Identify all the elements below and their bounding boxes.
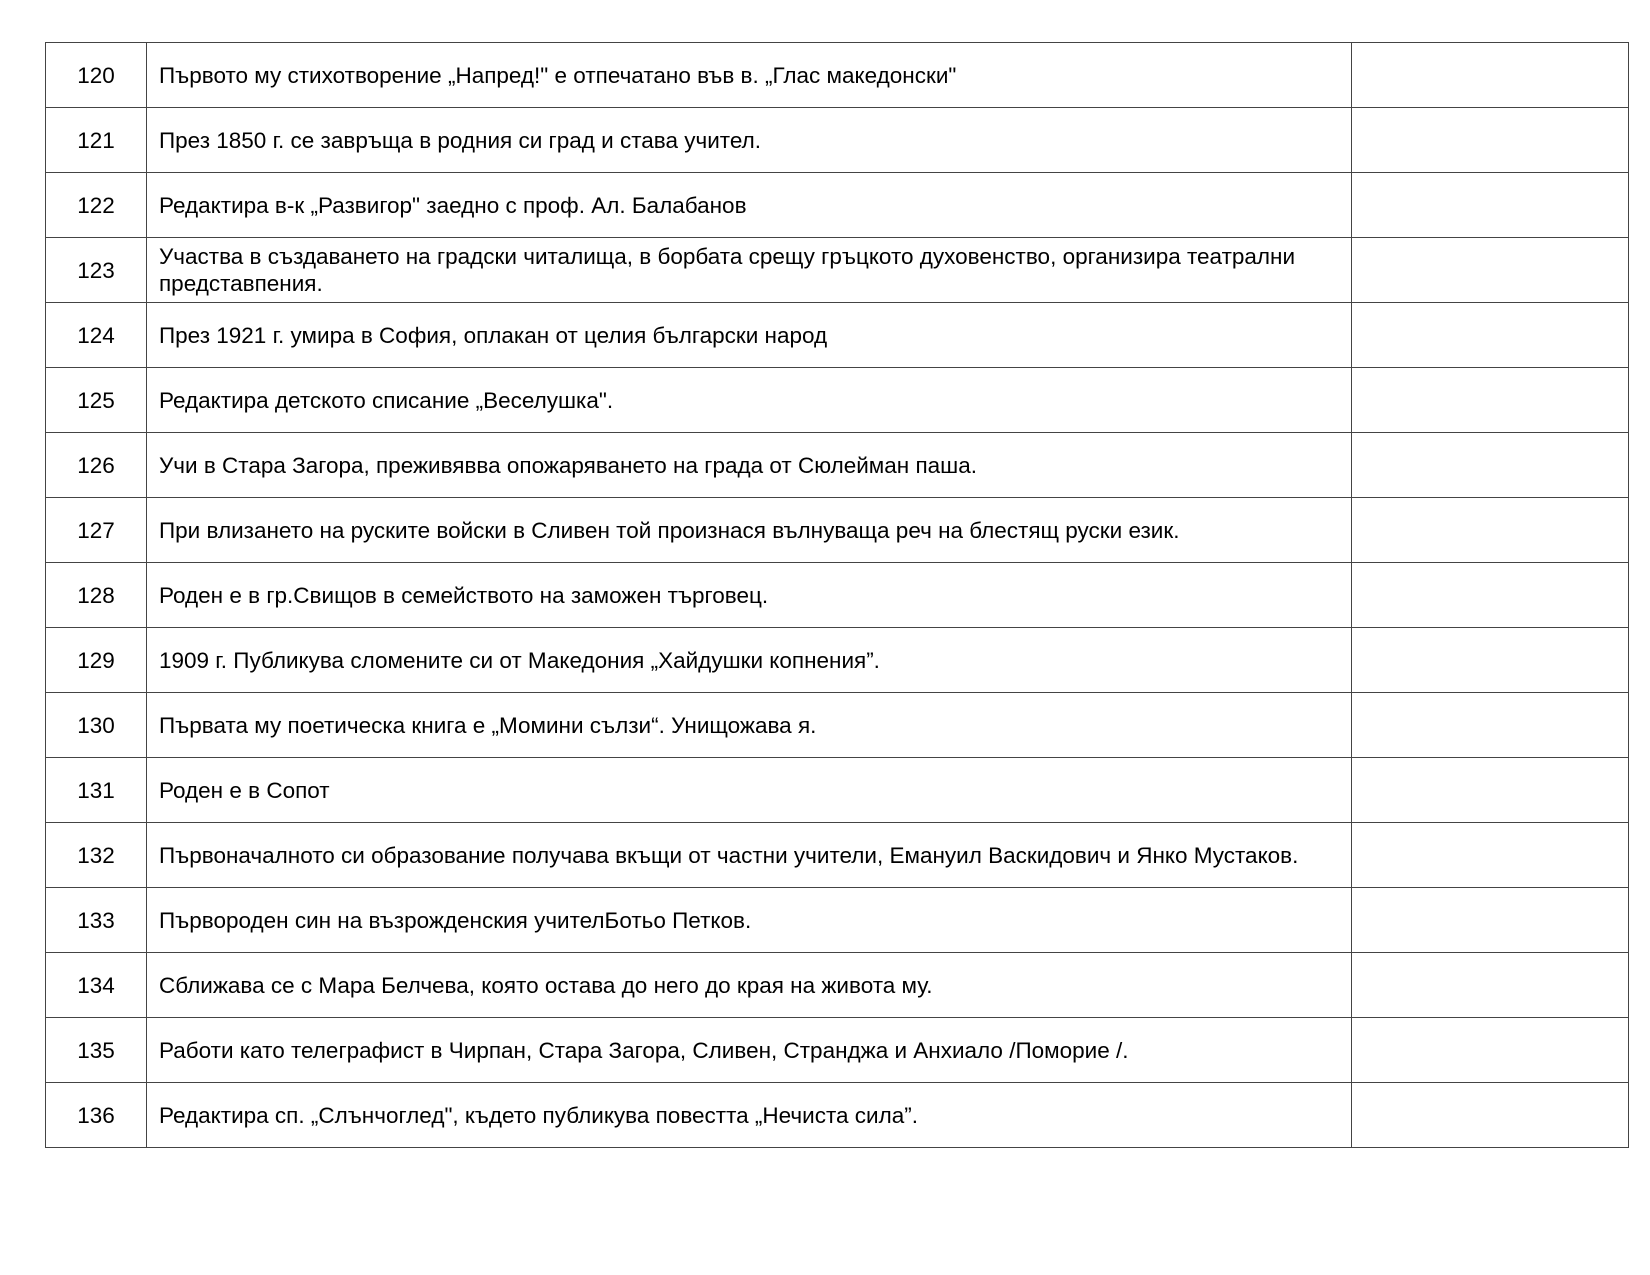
answer-cell[interactable] — [1351, 42, 1629, 108]
table-row: 128 Роден е в гр.Свищов в семейството на … — [45, 562, 1629, 628]
answer-cell[interactable] — [1351, 172, 1629, 238]
table-body: 120 Първото му стихотворение „Напред!" е … — [45, 42, 1629, 1148]
row-number: 134 — [45, 952, 147, 1018]
row-statement: Първото му стихотворение „Напред!" е отп… — [146, 42, 1352, 108]
row-statement: Участва в създаването на градски читалищ… — [146, 237, 1352, 303]
row-number: 132 — [45, 822, 147, 888]
row-number: 120 — [45, 42, 147, 108]
answer-cell[interactable] — [1351, 887, 1629, 953]
row-number: 125 — [45, 367, 147, 433]
row-statement: Роден е в гр.Свищов в семейството на зам… — [146, 562, 1352, 628]
answer-cell[interactable] — [1351, 302, 1629, 368]
table-row: 131 Роден е в Сопот — [45, 757, 1629, 823]
row-statement: Първата му поетическа книга е „Момини съ… — [146, 692, 1352, 758]
row-number: 128 — [45, 562, 147, 628]
row-statement: Първоначалното си образование получава в… — [146, 822, 1352, 888]
row-number: 131 — [45, 757, 147, 823]
answer-cell[interactable] — [1351, 497, 1629, 563]
answer-cell[interactable] — [1351, 107, 1629, 173]
table-row: 121 През 1850 г. се завръща в родния си г… — [45, 107, 1629, 173]
table-row: 133 Първороден син на възрожденския учите… — [45, 887, 1629, 953]
table-row: 130 Първата му поетическа книга е „Момини… — [45, 692, 1629, 758]
answer-cell[interactable] — [1351, 692, 1629, 758]
row-statement: Сближава се с Мара Белчева, която остава… — [146, 952, 1352, 1018]
row-number: 126 — [45, 432, 147, 498]
table-row: 124 През 1921 г. умира в София, оплакан о… — [45, 302, 1629, 368]
row-number: 129 — [45, 627, 147, 693]
table-row: 126 Учи в Стара Загора, преживявва опожар… — [45, 432, 1629, 498]
row-number: 124 — [45, 302, 147, 368]
row-number: 130 — [45, 692, 147, 758]
row-statement: През 1850 г. се завръща в родния си град… — [146, 107, 1352, 173]
table-row: 125 Редактира детското списание „Веселушк… — [45, 367, 1629, 433]
row-statement: При влизането на руските войски в Сливен… — [146, 497, 1352, 563]
row-statement: Учи в Стара Загора, преживявва опожарява… — [146, 432, 1352, 498]
row-number: 127 — [45, 497, 147, 563]
table-row: 135 Работи като телеграфист в Чирпан, Ста… — [45, 1017, 1629, 1083]
table-row: 132 Първоначалното си образование получав… — [45, 822, 1629, 888]
row-statement: Редактира сп. „Слънчоглед", където публи… — [146, 1082, 1352, 1148]
row-statement: Редактира детското списание „Веселушка". — [146, 367, 1352, 433]
row-number: 133 — [45, 887, 147, 953]
table-row: 127 При влизането на руските войски в Сли… — [45, 497, 1629, 563]
row-number: 135 — [45, 1017, 147, 1083]
row-number: 121 — [45, 107, 147, 173]
answer-cell[interactable] — [1351, 822, 1629, 888]
facts-table: 120 Първото му стихотворение „Напред!" е … — [45, 42, 1629, 1148]
answer-cell[interactable] — [1351, 952, 1629, 1018]
row-statement: Работи като телеграфист в Чирпан, Стара … — [146, 1017, 1352, 1083]
row-statement: 1909 г. Публикува сломените си от Македо… — [146, 627, 1352, 693]
answer-cell[interactable] — [1351, 237, 1629, 303]
answer-cell[interactable] — [1351, 562, 1629, 628]
row-statement: Първороден син на възрожденския учителБо… — [146, 887, 1352, 953]
answer-cell[interactable] — [1351, 1082, 1629, 1148]
answer-cell[interactable] — [1351, 432, 1629, 498]
row-number: 136 — [45, 1082, 147, 1148]
table-row: 129 1909 г. Публикува сломените си от Мак… — [45, 627, 1629, 693]
answer-cell[interactable] — [1351, 627, 1629, 693]
table-row: 122 Редактира в-к „Развигор" заедно с про… — [45, 172, 1629, 238]
answer-cell[interactable] — [1351, 1017, 1629, 1083]
row-number: 122 — [45, 172, 147, 238]
table-row: 136 Редактира сп. „Слънчоглед", където пу… — [45, 1082, 1629, 1148]
row-statement: Роден е в Сопот — [146, 757, 1352, 823]
answer-cell[interactable] — [1351, 757, 1629, 823]
table-row: 134 Сближава се с Мара Белчева, която ост… — [45, 952, 1629, 1018]
row-number: 123 — [45, 237, 147, 303]
table-row: 120 Първото му стихотворение „Напред!" е … — [45, 42, 1629, 108]
table-row: 123 Участва в създаването на градски чита… — [45, 237, 1629, 303]
answer-cell[interactable] — [1351, 367, 1629, 433]
row-statement: Редактира в-к „Развигор" заедно с проф. … — [146, 172, 1352, 238]
row-statement: През 1921 г. умира в София, оплакан от ц… — [146, 302, 1352, 368]
